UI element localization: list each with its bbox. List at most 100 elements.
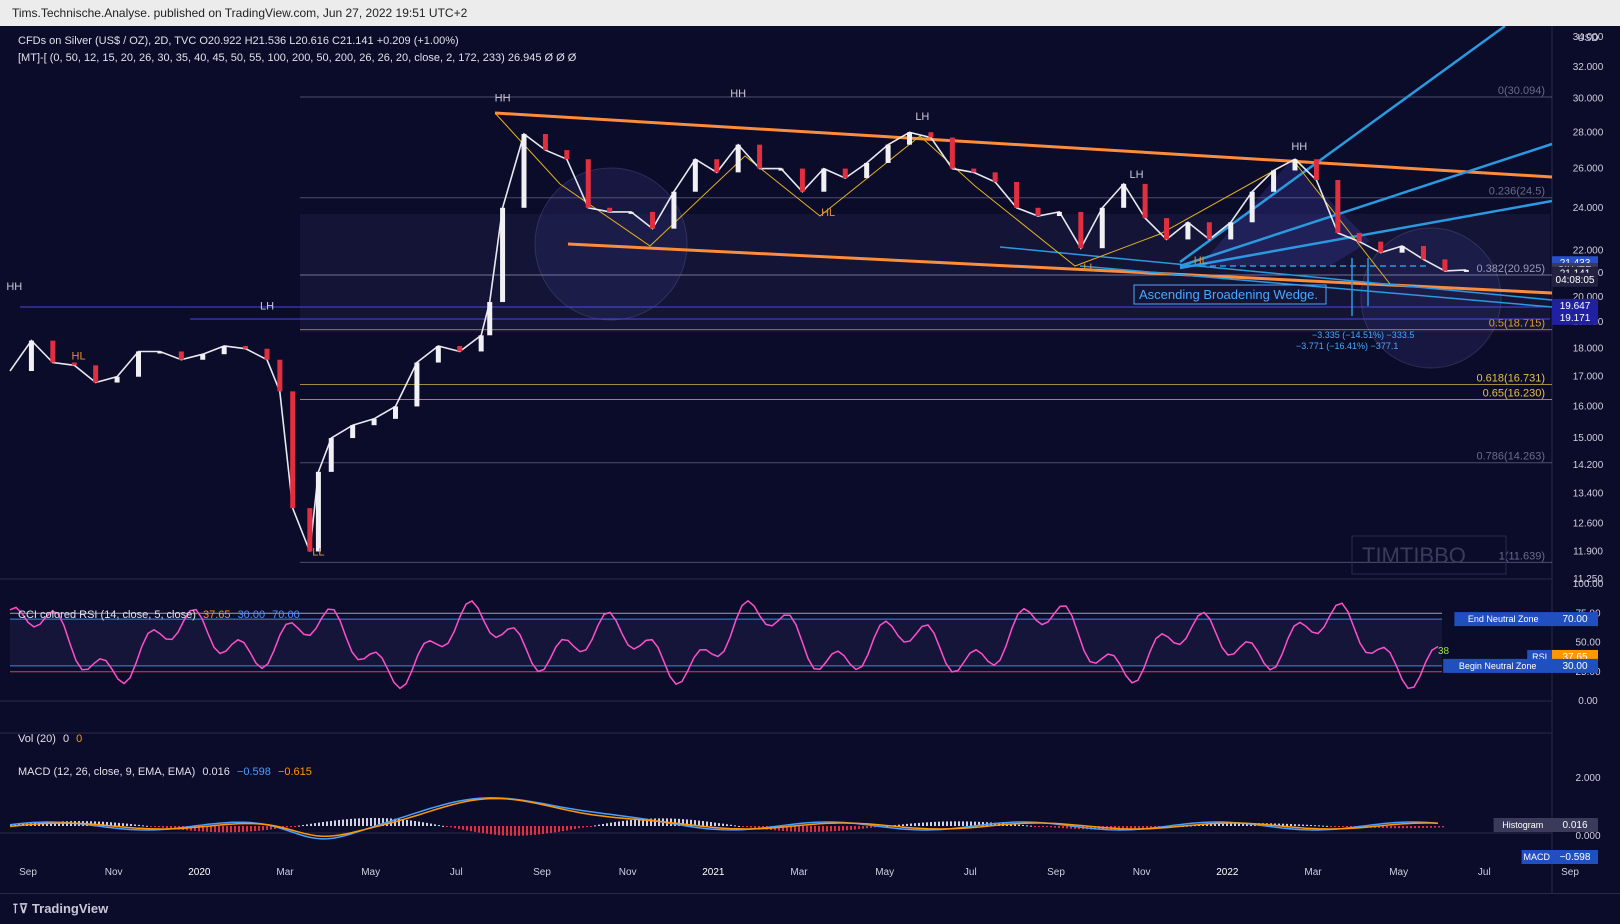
price-candle-6 (136, 351, 141, 377)
price-axis-currency: USD (1577, 33, 1598, 44)
price-candle-65 (1335, 180, 1341, 233)
macd-hist-bar (362, 818, 364, 826)
price-candle-42 (842, 168, 848, 179)
macd-hist-bar (174, 826, 176, 830)
macd-hist-bar (754, 826, 756, 829)
macd-hist-bar (650, 818, 652, 826)
macd-hist-bar (434, 824, 436, 826)
fib-level-label-1: 0.236(24.5) (1489, 186, 1545, 198)
wedge-ray-1 (1179, 26, 1506, 264)
macd-hist-bar (1046, 826, 1048, 828)
fib-level-label-3: 0.5(18.715) (1489, 318, 1545, 330)
macd-hist-bar (782, 826, 784, 832)
tradingview-logo[interactable]: ⊺⊽ TradingView (12, 901, 108, 917)
macd-hist-bar (682, 819, 684, 826)
macd-hist-bar (1130, 826, 1132, 830)
macd-hist-bar (602, 823, 604, 826)
price-candle-44 (885, 144, 891, 163)
fib-level-label-0: 0(30.094) (1498, 85, 1545, 97)
price-candle-63 (1292, 159, 1298, 171)
macd-hist-bar (550, 826, 552, 833)
macd-hist-bar (134, 824, 136, 826)
macd-hist-bar (826, 826, 828, 832)
macd-hist-bar (1378, 826, 1380, 829)
macd-hist-bar (726, 824, 728, 826)
macd-hist-bar (1326, 825, 1328, 827)
macd-hist-bar (1150, 826, 1152, 829)
macd-hist-bar (798, 826, 800, 832)
macd-hist-bar (858, 826, 860, 830)
macd-hist-bar (150, 826, 152, 827)
price-candle-39 (778, 168, 784, 171)
macd-hist-bar (110, 822, 112, 826)
macd-hist-bar (1338, 826, 1340, 827)
price-candle-4 (93, 365, 99, 383)
price-candle-38 (757, 144, 763, 169)
price-candle-66 (1356, 232, 1362, 242)
rsi-last-label: 38 (1438, 646, 1450, 657)
macd-hist-bar (562, 826, 564, 832)
macd-hist-bar (830, 826, 832, 832)
macd-hist-bar (1054, 826, 1056, 828)
macd-hist-bar (518, 826, 520, 836)
macd-hist-bar (1246, 823, 1248, 826)
macd-tag-label-1: MACD (1524, 852, 1551, 862)
macd-hist-bar (970, 821, 972, 826)
macd-hist-bar (1202, 824, 1204, 826)
zigzag-line (494, 112, 1391, 285)
macd-hist-bar (346, 819, 348, 826)
macd-hist-bar (106, 821, 108, 826)
publisher-text: Tims.Technische.Analyse. published on Tr… (12, 6, 468, 20)
rsi-tag-value-box-2 (1552, 658, 1598, 673)
macd-hist-bar (98, 821, 100, 826)
measure-label-2: −3.771 (−16.41%) −377.1 (1296, 341, 1398, 351)
price-tick-8: 20.000 (1573, 292, 1604, 303)
price-line (9, 131, 1467, 552)
macd-hist-bar (790, 826, 792, 832)
price-candle-58 (1185, 222, 1191, 240)
macd-hist-bar (658, 818, 660, 826)
price-candle-41 (821, 168, 827, 192)
price-candle-57 (1164, 218, 1169, 240)
macd-hist-bar (170, 826, 172, 829)
price-candle-11 (243, 346, 249, 349)
price-candle-32 (628, 211, 634, 214)
price-tick-12: 16.000 (1573, 401, 1604, 412)
rsi-tag-value-0: 70.00 (1562, 614, 1587, 625)
macd-hist-bar (1034, 826, 1036, 827)
price-candle-62 (1271, 170, 1277, 192)
macd-hist-bar (730, 824, 732, 826)
macd-hist-bar (446, 826, 448, 827)
macd-hist-bar (822, 826, 824, 832)
vol-legend-value-1: 0 (62, 733, 70, 745)
macd-hist-bar (1230, 823, 1232, 826)
price-candle-40 (799, 168, 805, 192)
price-candle-10 (221, 346, 227, 355)
macd-hist-bar (1094, 826, 1096, 830)
price-candle-25 (487, 302, 493, 336)
rsi-line (9, 599, 1439, 690)
macd-hist-bar (422, 822, 424, 826)
macd-hist-bar (466, 826, 468, 831)
time-tick-10: May (875, 867, 894, 878)
macd-hist-bar (458, 826, 460, 829)
macd-hist-bar (590, 826, 592, 827)
pivot-label-6: HL (821, 207, 835, 219)
price-candle-27 (521, 134, 527, 208)
macd-hist-bar (982, 822, 984, 826)
macd-hist-bar (1426, 826, 1428, 828)
pivot-label-8: LL (1083, 262, 1095, 274)
price-candle-19 (371, 418, 377, 426)
vol-legend: Vol (20) 0 0 (18, 733, 82, 745)
macd-hist-bar (1066, 826, 1068, 829)
macd-hist-bar (1438, 826, 1440, 828)
macd-hist-bar (1406, 826, 1408, 829)
pivot-label-10: HL (1194, 255, 1208, 267)
macd-hist-bar (162, 826, 164, 828)
chart-canvas[interactable]: 0(30.094) 0.236(24.5) 0.382(20.925) 0.5(18.… (0, 26, 1620, 893)
time-tick-13: Nov (1133, 867, 1151, 878)
macd-hist-bar (470, 826, 472, 832)
highlight-circle-2 (1360, 227, 1502, 369)
macd-hist-bar (102, 821, 104, 826)
macd-hist-bar (930, 822, 932, 826)
